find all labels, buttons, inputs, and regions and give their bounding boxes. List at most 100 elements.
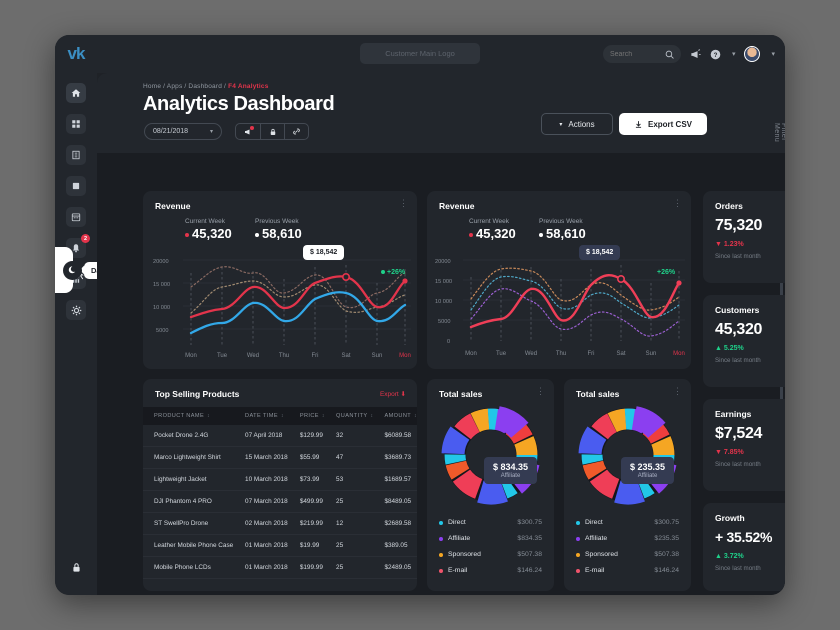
sort-icon[interactable]: ↕ xyxy=(207,413,210,419)
sidebar-item-window[interactable] xyxy=(66,176,86,196)
stat-note: Since last month xyxy=(715,357,761,364)
table-row[interactable]: DJI Phantom 4 PRO 07 March 2018 $499.99 25 $… xyxy=(143,490,417,513)
search-box[interactable] xyxy=(602,45,681,63)
moon-icon[interactable] xyxy=(63,260,82,280)
table-cell: Pocket Drone 2.4G xyxy=(143,425,235,447)
card-menu-icon[interactable]: ⋮ xyxy=(536,386,545,396)
legend-label: Current Week xyxy=(469,218,509,225)
table-header-amount[interactable]: AMOUNT ↕ xyxy=(373,407,417,425)
announce-icon[interactable] xyxy=(236,123,260,140)
svg-text:Tue: Tue xyxy=(496,351,507,357)
sidebar-item-building[interactable] xyxy=(66,145,86,165)
sort-icon[interactable]: ↕ xyxy=(280,413,284,419)
legend-item[interactable]: E-mail $146.24 xyxy=(576,567,679,574)
table-row[interactable]: Marco Lightweight Shirt 15 March 2018 $55.… xyxy=(143,446,417,469)
table-header-quantity[interactable]: QUANTITY ↕ xyxy=(325,407,374,425)
table-cell: 01 March 2018 xyxy=(234,556,289,579)
megaphone-icon[interactable] xyxy=(690,48,701,60)
chevron-down-icon: ▾ xyxy=(559,121,563,128)
date-picker-value: 08/21/2018 xyxy=(153,128,189,135)
sidebar-item-settings[interactable] xyxy=(66,300,86,320)
legend-color-dot xyxy=(439,568,443,573)
legend-item-label: Sponsored xyxy=(439,551,481,558)
table-row[interactable]: Mobile Phone LCDs 01 March 2018 $199.99 25 $… xyxy=(143,556,417,579)
table-export-link[interactable]: Export ⬇ xyxy=(379,391,406,398)
table-row[interactable]: ST SwellPro Drone 02 March 2018 $219.99 12 $… xyxy=(143,512,417,535)
avatar[interactable] xyxy=(744,46,761,62)
sort-icon[interactable]: ↕ xyxy=(414,413,417,419)
sort-icon[interactable]: ↕ xyxy=(321,413,325,419)
revenue-card-right: Revenue ⋮ Current Week 45,320 Previous W… xyxy=(427,191,691,369)
link-icon[interactable] xyxy=(284,123,308,140)
sidebar-item-calendar[interactable] xyxy=(66,207,86,227)
table-cell: 47 xyxy=(325,446,374,469)
top-selling-products-card: Top Selling Products Export ⬇ PRODUCT NA… xyxy=(143,379,417,591)
table-row[interactable]: Leather Mobile Phone Case 01 March 2018 $1… xyxy=(143,534,417,557)
quick-action-group xyxy=(235,123,309,140)
legend-item-value: $834.35 xyxy=(517,535,542,542)
table-header-product-name[interactable]: PRODUCT NAME ↕ xyxy=(143,407,235,425)
search-input[interactable] xyxy=(609,50,665,58)
legend-color-dot xyxy=(576,552,580,557)
svg-text:20000: 20000 xyxy=(153,259,169,265)
table-cell: $129.99 xyxy=(288,425,326,447)
svg-text:Sat: Sat xyxy=(341,353,350,359)
legend-item[interactable]: Direct $300.75 xyxy=(576,519,679,526)
legend-item[interactable]: Direct $300.75 xyxy=(439,519,542,526)
chart-percent-badge: +26% xyxy=(381,269,405,276)
card-menu-icon[interactable]: ⋮ xyxy=(673,198,682,208)
sidebar-item-apps-grid[interactable] xyxy=(66,114,86,134)
donut-chart-2 xyxy=(578,405,678,505)
filter-menu-label[interactable]: Filter Menu xyxy=(773,123,785,143)
actions-button[interactable]: ▾ Actions xyxy=(541,113,613,135)
stat-note: Since last month xyxy=(715,565,761,572)
card-menu-icon[interactable]: ⋮ xyxy=(399,198,408,208)
avatar-chevron-down-icon[interactable]: ▾ xyxy=(771,51,775,58)
legend-item-label: Affiliate xyxy=(576,535,607,542)
legend-item-value: $235.35 xyxy=(654,535,679,542)
help-chevron-down-icon[interactable]: ▾ xyxy=(731,51,736,58)
dark-mode-tab[interactable] xyxy=(55,247,82,293)
lock-icon[interactable] xyxy=(260,123,284,140)
table-row[interactable]: Pocket Drone 2.4G 07 April 2018 $129.99 32 $… xyxy=(143,425,417,447)
sidebar-lock-icon[interactable] xyxy=(66,557,86,577)
date-picker[interactable]: 08/21/2018 ▾ xyxy=(144,123,222,140)
card-title: Total sales xyxy=(576,389,620,399)
donut-tooltip-1: $ 834.35 Affiliate xyxy=(484,457,538,484)
legend-item[interactable]: E-mail $146.24 xyxy=(439,567,542,574)
chart-percent-badge: +26% xyxy=(657,269,676,276)
breadcrumb-path[interactable]: Home / Apps / Dashboard / xyxy=(143,83,229,90)
help-icon[interactable]: ? xyxy=(710,49,721,60)
table-row[interactable]: Lightweight Jacket 10 March 2018 $73.99 53 $… xyxy=(143,468,417,491)
search-icon[interactable] xyxy=(665,50,674,59)
table-cell: 10 March 2018 xyxy=(234,468,289,491)
legend-item[interactable]: Sponsored $507.38 xyxy=(576,551,679,558)
brand-logo[interactable]: vk xyxy=(67,44,86,63)
legend-item[interactable]: Sponsored $507.38 xyxy=(439,551,542,558)
stat-value: + 35.52% xyxy=(715,529,773,545)
svg-text:Thu: Thu xyxy=(556,351,566,357)
export-csv-button[interactable]: Export CSV xyxy=(619,113,707,135)
legend-item-value: $146.24 xyxy=(517,567,542,574)
legend-item[interactable]: Affiliate $834.35 xyxy=(439,535,542,542)
donut-tooltip-label: Affiliate xyxy=(637,473,658,479)
legend-previous-week: Previous Week 58,610 xyxy=(539,218,586,241)
revenue-card-left: Revenue ⋮ Current Week 45,320 Previous W… xyxy=(143,191,417,369)
table-cell: 53 xyxy=(325,468,374,491)
legend-item[interactable]: Affiliate $235.35 xyxy=(576,535,679,542)
table-cell: $3689.73 xyxy=(373,446,417,469)
card-menu-icon[interactable]: ⋮ xyxy=(673,386,682,396)
svg-text:15 000: 15 000 xyxy=(153,282,170,288)
chevron-down-icon[interactable]: ▾ xyxy=(209,129,213,135)
table-cell: DJI Phantom 4 PRO xyxy=(143,490,235,513)
svg-text:10 000: 10 000 xyxy=(153,305,170,311)
sidebar-item-home[interactable] xyxy=(66,83,86,103)
stat-card-orders: Orders ⋮ 75,320 ▼ 1.23% Since last month xyxy=(703,191,785,283)
card-title: Top Selling Products xyxy=(155,389,240,399)
stat-delta: ▲ 5.25% xyxy=(715,345,744,352)
table-header-date-time[interactable]: DATE TIME ↕ xyxy=(234,407,289,425)
sort-icon[interactable]: ↕ xyxy=(370,413,374,419)
table-header-price[interactable]: PRICE ↕ xyxy=(288,407,326,425)
table-cell: $8489.05 xyxy=(373,490,417,513)
card-title: Revenue xyxy=(439,201,475,211)
